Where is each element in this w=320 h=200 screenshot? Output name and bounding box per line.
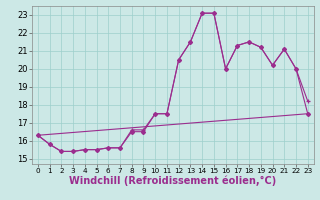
- X-axis label: Windchill (Refroidissement éolien,°C): Windchill (Refroidissement éolien,°C): [69, 176, 276, 186]
